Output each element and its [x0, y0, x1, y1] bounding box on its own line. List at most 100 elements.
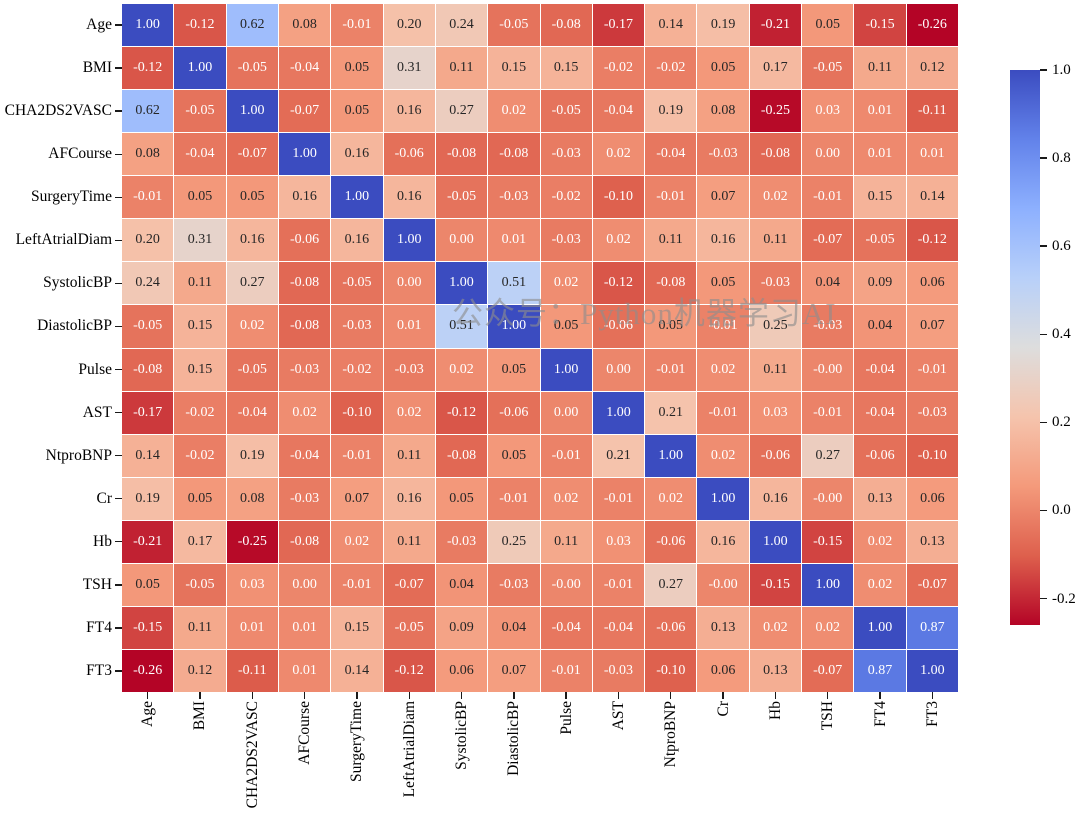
colorbar-tick-0.2	[1040, 421, 1047, 424]
heatmap-cell-Pulse-LeftAtrialDiam: -0.03	[383, 348, 435, 391]
heatmap-cell-CHA2DS2VASC-TSH: 0.03	[802, 90, 854, 133]
heatmap-cell-LeftAtrialDiam-TSH: -0.07	[802, 219, 854, 262]
heatmap-cell-SurgeryTime-Age: -0.01	[122, 176, 174, 219]
heatmap-cell-FT3-Cr: 0.06	[697, 649, 749, 692]
y-tick-SurgeryTime	[115, 196, 122, 198]
heatmap-cell-NtproBNP-BMI: -0.02	[174, 434, 226, 477]
heatmap-cell-AFCourse-TSH: 0.00	[802, 133, 854, 176]
heatmap-cell-BMI-FT3: 0.12	[906, 47, 958, 90]
heatmap-cell-CHA2DS2VASC-AFCourse: -0.07	[278, 90, 331, 133]
heatmap-cell-DiastolicBP-Pulse: 0.05	[540, 305, 592, 348]
colorbar-tick-label-0.4: 0.4	[1052, 326, 1071, 343]
heatmap-cell-Age-NtproBNP: 0.14	[645, 4, 697, 47]
heatmap-cell-FT4-NtproBNP: -0.06	[645, 606, 697, 649]
x-label-AFCourse: AFCourse	[296, 701, 314, 765]
heatmap-cell-AFCourse-AFCourse: 1.00	[278, 133, 331, 176]
y-label-Age: Age	[86, 16, 112, 34]
heatmap-cell-CHA2DS2VASC-Cr: 0.08	[697, 90, 749, 133]
heatmap-cell-AST-DiastolicBP: -0.06	[488, 391, 540, 434]
heatmap-cell-NtproBNP-DiastolicBP: 0.05	[488, 434, 540, 477]
heatmap-cell-BMI-CHA2DS2VASC: -0.05	[226, 47, 278, 90]
heatmap-cell-AFCourse-NtproBNP: -0.04	[645, 133, 697, 176]
heatmap-cell-Hb-NtproBNP: -0.06	[645, 520, 697, 563]
colorbar	[1010, 70, 1040, 625]
heatmap-cell-CHA2DS2VASC-BMI: -0.05	[174, 90, 226, 133]
heatmap-cell-SurgeryTime-DiastolicBP: -0.03	[488, 176, 540, 219]
heatmap-cell-Cr-SurgeryTime: 0.07	[331, 477, 383, 520]
y-label-SystolicBP: SystolicBP	[43, 274, 112, 292]
heatmap-cell-NtproBNP-Hb: -0.06	[749, 434, 802, 477]
heatmap-cell-Hb-TSH: -0.15	[802, 520, 854, 563]
heatmap-cell-SurgeryTime-AST: -0.10	[592, 176, 645, 219]
colorbar-tick-label-0.2: 0.2	[1052, 414, 1071, 431]
heatmap-cell-TSH-Pulse: -0.00	[540, 563, 592, 606]
heatmap-cell-BMI-LeftAtrialDiam: 0.31	[383, 47, 435, 90]
heatmap-cell-TSH-TSH: 1.00	[802, 563, 854, 606]
heatmap-cell-Cr-AFCourse: -0.03	[278, 477, 331, 520]
heatmap-cell-SystolicBP-SurgeryTime: -0.05	[331, 262, 383, 305]
heatmap-cell-SystolicBP-Hb: -0.03	[749, 262, 802, 305]
colorbar-tick-1.0	[1040, 69, 1047, 71]
heatmap-cell-NtproBNP-CHA2DS2VASC: 0.19	[226, 434, 278, 477]
heatmap-cell-LeftAtrialDiam-FT4: -0.05	[854, 219, 906, 262]
heatmap-cell-Pulse-TSH: -0.00	[802, 348, 854, 391]
heatmap-cell-AFCourse-BMI: -0.04	[174, 133, 226, 176]
heatmap-cell-AFCourse-Cr: -0.03	[697, 133, 749, 176]
y-label-BMI: BMI	[82, 59, 112, 77]
heatmap-cell-TSH-AFCourse: 0.00	[278, 563, 331, 606]
y-tick-Age	[115, 24, 122, 26]
heatmap-cell-SurgeryTime-SurgeryTime: 1.00	[331, 176, 383, 219]
heatmap-cell-DiastolicBP-SurgeryTime: -0.03	[331, 305, 383, 348]
heatmap-cell-LeftAtrialDiam-SystolicBP: 0.00	[435, 219, 488, 262]
heatmap-cell-CHA2DS2VASC-FT3: -0.11	[906, 90, 958, 133]
heatmap-cell-FT4-Age: -0.15	[122, 606, 174, 649]
x-label-FT3: FT3	[923, 701, 941, 727]
y-label-AFCourse: AFCourse	[48, 145, 112, 163]
heatmap-cell-Age-LeftAtrialDiam: 0.20	[383, 4, 435, 47]
heatmap-cell-FT3-SystolicBP: 0.06	[435, 649, 488, 692]
heatmap-cell-Hb-FT3: 0.13	[906, 520, 958, 563]
heatmap-cell-NtproBNP-LeftAtrialDiam: 0.11	[383, 434, 435, 477]
colorbar-tick-0.0	[1040, 509, 1047, 512]
heatmap-cell-BMI-AST: -0.02	[592, 47, 645, 90]
heatmap-cell-LeftAtrialDiam-AFCourse: -0.06	[278, 219, 331, 262]
heatmap-cell-CHA2DS2VASC-DiastolicBP: 0.02	[488, 90, 540, 133]
y-tick-NtproBNP	[115, 454, 122, 457]
heatmap-cell-DiastolicBP-BMI: 0.15	[174, 305, 226, 348]
y-tick-Pulse	[115, 368, 122, 371]
y-tick-FT3	[115, 670, 122, 672]
heatmap-cell-Hb-BMI: 0.17	[174, 520, 226, 563]
heatmap-cell-FT4-CHA2DS2VASC: 0.01	[226, 606, 278, 649]
heatmap-cell-DiastolicBP-AFCourse: -0.08	[278, 305, 331, 348]
heatmap-cell-NtproBNP-Cr: 0.02	[697, 434, 749, 477]
heatmap-cell-LeftAtrialDiam-NtproBNP: 0.11	[645, 219, 697, 262]
heatmap-cell-AFCourse-AST: 0.02	[592, 133, 645, 176]
heatmap-cell-LeftAtrialDiam-FT3: -0.12	[906, 219, 958, 262]
y-label-SurgeryTime: SurgeryTime	[31, 188, 112, 206]
heatmap-cell-Hb-Cr: 0.16	[697, 520, 749, 563]
heatmap-cell-Cr-Hb: 0.16	[749, 477, 802, 520]
heatmap-cell-TSH-AST: -0.01	[592, 563, 645, 606]
y-label-TSH: TSH	[82, 575, 112, 593]
heatmap-cell-Hb-SystolicBP: -0.03	[435, 520, 488, 563]
y-tick-SystolicBP	[115, 282, 122, 285]
colorbar-tick-0.6	[1040, 245, 1047, 247]
x-tick-AFCourse	[303, 692, 306, 699]
heatmap-cell-BMI-DiastolicBP: 0.15	[488, 47, 540, 90]
heatmap-cell-AFCourse-LeftAtrialDiam: -0.06	[383, 133, 435, 176]
heatmap-cell-Age-SurgeryTime: -0.01	[331, 4, 383, 47]
heatmap-cell-Hb-FT4: 0.02	[854, 520, 906, 563]
heatmap-cell-SystolicBP-CHA2DS2VASC: 0.27	[226, 262, 278, 305]
heatmap-grid: 1.00 -0.12 0.62 0.08 -0.01 0.20 0.24 -0.05 -0.08…	[122, 4, 958, 692]
heatmap-cell-Cr-NtproBNP: 0.02	[645, 477, 697, 520]
heatmap-cell-Cr-SystolicBP: 0.05	[435, 477, 488, 520]
heatmap-cell-AFCourse-Age: 0.08	[122, 133, 174, 176]
heatmap-cell-FT3-BMI: 0.12	[174, 649, 226, 692]
heatmap-cell-Age-Age: 1.00	[122, 4, 174, 47]
heatmap-cell-SurgeryTime-TSH: -0.01	[802, 176, 854, 219]
x-tick-LeftAtrialDiam	[408, 692, 410, 699]
heatmap-cell-AST-NtproBNP: 0.21	[645, 391, 697, 434]
y-label-NtproBNP: NtproBNP	[45, 446, 112, 464]
x-tick-AST	[617, 692, 620, 699]
